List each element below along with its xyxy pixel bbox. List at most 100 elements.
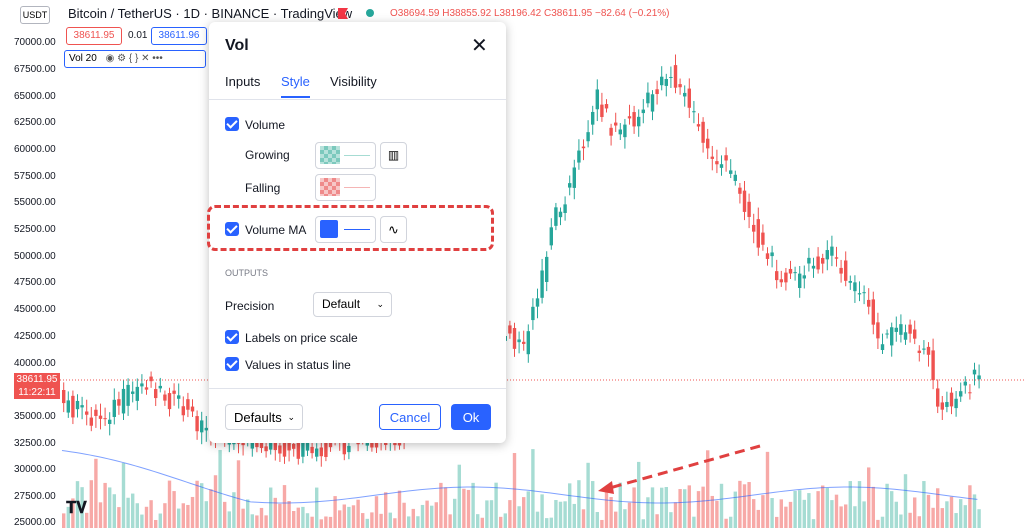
- plot-style-button[interactable]: ▥: [380, 142, 407, 169]
- ok-button[interactable]: Ok: [451, 404, 491, 430]
- volume-bar: [365, 518, 369, 528]
- volume-bar: [687, 485, 691, 528]
- volume-bar: [397, 490, 402, 528]
- volume-bar: [568, 483, 572, 528]
- volume-bar: [443, 487, 448, 528]
- volume-bar: [655, 514, 659, 528]
- volume-bar: [181, 503, 185, 528]
- volume-bar: [255, 515, 259, 528]
- currency-badge[interactable]: USDT: [20, 6, 50, 24]
- volume-bar: [618, 482, 622, 528]
- volume-bar: [775, 516, 779, 528]
- volume-bar: [701, 486, 705, 528]
- volume-bar: [821, 485, 825, 528]
- volume-bar: [135, 503, 139, 528]
- price-tick-label: 52500.00: [14, 224, 56, 235]
- ask-button[interactable]: 38611.96: [151, 27, 207, 45]
- volume-bar: [922, 481, 926, 528]
- volume-bar: [535, 511, 540, 528]
- volume-bar: [305, 513, 310, 528]
- spread: 0.01: [128, 30, 148, 41]
- color-swatch[interactable]: [315, 216, 376, 243]
- volume-bar: [917, 516, 921, 528]
- volume-bar: [959, 499, 963, 528]
- volume-bar: [117, 507, 121, 528]
- volume-bar: [466, 489, 471, 528]
- volume-bar: [218, 449, 222, 528]
- volume-bar: [89, 480, 93, 528]
- volume-bar: [296, 507, 300, 528]
- precision-select[interactable]: Default ⌄: [313, 292, 392, 317]
- tab[interactable]: Visibility: [330, 74, 377, 89]
- line-style-button[interactable]: ∿: [380, 216, 407, 243]
- checkbox[interactable]: [225, 357, 239, 371]
- volume-bar: [945, 501, 949, 528]
- label: Volume: [245, 118, 286, 132]
- volume-bar: [756, 509, 760, 528]
- volume-bar: [545, 518, 549, 528]
- volume-bar: [75, 481, 80, 528]
- volume-bar: [374, 496, 379, 528]
- checkbox[interactable]: [225, 222, 239, 236]
- close-button[interactable]: ✕: [471, 35, 488, 57]
- volume-bar: [522, 497, 526, 528]
- volume-bar: [816, 491, 820, 528]
- separator: [209, 388, 506, 389]
- volume-bar: [784, 506, 788, 528]
- volume-bar: [724, 518, 728, 528]
- volume-bar: [66, 506, 70, 528]
- volume-bar: [411, 508, 415, 528]
- volume-bar: [140, 514, 144, 528]
- volume-bar: [131, 493, 135, 528]
- volume-bar: [857, 481, 862, 528]
- cancel-button[interactable]: Cancel: [379, 404, 441, 430]
- volume-bar: [167, 480, 172, 528]
- volume-bar: [563, 501, 567, 528]
- volume-bar: [673, 502, 678, 528]
- volume-bar: [246, 499, 250, 528]
- volume-bar: [623, 509, 627, 528]
- label: Volume MA: [245, 223, 307, 237]
- bid-button[interactable]: 38611.95: [66, 27, 122, 45]
- volume-bar: [632, 487, 636, 528]
- volume-bar: [715, 500, 719, 528]
- volume-bar: [867, 467, 871, 528]
- flag-icon[interactable]: [338, 8, 348, 19]
- tab-active[interactable]: Style: [281, 74, 310, 89]
- select-value: Default: [322, 297, 361, 311]
- volume-bar: [489, 500, 494, 528]
- volume-bar: [269, 487, 273, 528]
- volume-bar: [379, 513, 383, 528]
- volume-bar: [356, 499, 360, 528]
- volume-bar: [209, 489, 213, 528]
- volume-bar: [706, 450, 710, 528]
- indicator-icons[interactable]: ◉ ⚙ { } ✕ •••: [105, 53, 163, 64]
- volume-bar: [517, 506, 521, 528]
- price-tick-label: 42500.00: [14, 331, 56, 342]
- volume-bar: [834, 494, 839, 528]
- volume-bar: [158, 513, 162, 528]
- indicator-legend[interactable]: Vol 20 ◉ ⚙ { } ✕ •••: [64, 50, 206, 68]
- volume-bar: [457, 464, 461, 528]
- volume-bar: [678, 489, 682, 528]
- checkbox[interactable]: [225, 117, 239, 131]
- volume-bar: [646, 497, 650, 528]
- color-swatch[interactable]: [315, 174, 376, 201]
- volume-bar: [738, 480, 742, 528]
- tab[interactable]: Inputs: [225, 74, 261, 89]
- volume-bar: [549, 517, 553, 528]
- volume-bar: [899, 514, 903, 528]
- volume-bar: [512, 453, 517, 528]
- defaults-select[interactable]: Defaults ⌄: [225, 404, 303, 430]
- volume-bar: [710, 495, 714, 528]
- volume-bar: [264, 515, 268, 528]
- volume-bar: [361, 513, 365, 528]
- volume-bar: [393, 518, 397, 528]
- volume-bar: [328, 516, 333, 528]
- volume-bar: [177, 508, 181, 528]
- volume-bar: [586, 462, 590, 528]
- checkbox[interactable]: [225, 330, 239, 344]
- volume-bar: [609, 497, 613, 528]
- price-tick-label: 57500.00: [14, 171, 56, 182]
- color-swatch[interactable]: [315, 142, 376, 169]
